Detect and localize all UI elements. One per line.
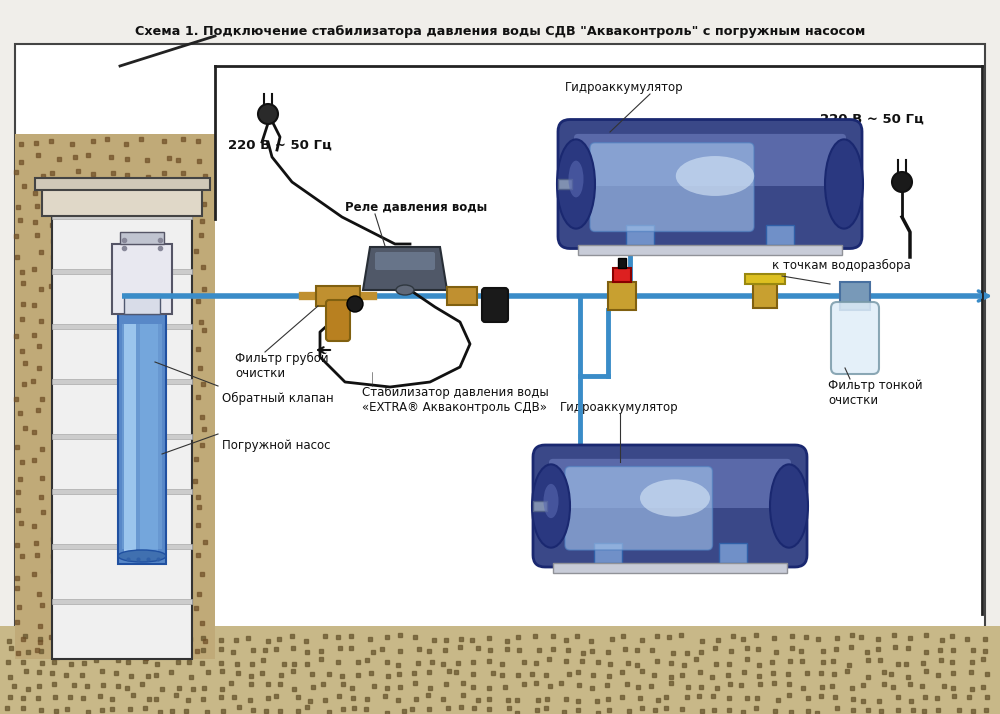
Bar	[120, 232, 164, 244]
Bar	[140, 324, 158, 554]
Bar	[52, 489, 192, 494]
Text: Фильтр тонкой
очистки: Фильтр тонкой очистки	[828, 379, 923, 407]
Bar	[533, 501, 547, 511]
FancyBboxPatch shape	[326, 300, 350, 341]
Bar	[124, 324, 136, 554]
Bar	[745, 274, 785, 284]
Bar	[608, 282, 636, 310]
Text: к точкам водоразбора: к точкам водоразбора	[772, 259, 911, 272]
Ellipse shape	[640, 479, 710, 517]
Bar	[52, 269, 192, 274]
Bar	[112, 244, 172, 314]
FancyBboxPatch shape	[831, 302, 879, 374]
Bar	[613, 268, 631, 282]
Bar	[52, 209, 192, 659]
Bar	[753, 284, 777, 308]
Text: Гидроаккумулятор: Гидроаккумулятор	[560, 401, 679, 414]
Text: Фильтр грубой
очистки: Фильтр грубой очистки	[235, 352, 329, 380]
FancyBboxPatch shape	[482, 288, 508, 322]
FancyBboxPatch shape	[549, 459, 791, 508]
FancyBboxPatch shape	[590, 143, 754, 231]
FancyBboxPatch shape	[375, 252, 435, 270]
Text: Реле давления воды: Реле давления воды	[345, 201, 487, 214]
Ellipse shape	[568, 161, 583, 197]
Ellipse shape	[532, 464, 570, 548]
Text: Обратный клапан: Обратный клапан	[222, 392, 334, 405]
Ellipse shape	[770, 464, 808, 548]
Bar	[118, 314, 166, 564]
Bar	[122, 324, 162, 549]
Circle shape	[347, 296, 363, 312]
Bar	[124, 294, 160, 314]
Polygon shape	[363, 247, 447, 290]
Text: 220 В ~ 50 Гц: 220 В ~ 50 Гц	[820, 113, 924, 126]
Ellipse shape	[118, 550, 166, 562]
Circle shape	[258, 104, 278, 124]
Ellipse shape	[544, 484, 558, 518]
Text: Гидроаккумулятор: Гидроаккумулятор	[565, 81, 684, 94]
Bar	[316, 286, 360, 306]
Text: 220 В ~ 50 Гц: 220 В ~ 50 Гц	[228, 139, 332, 152]
Bar	[15, 44, 985, 659]
Ellipse shape	[825, 139, 863, 228]
Text: Погружной насос: Погружной насос	[222, 439, 330, 452]
Bar	[618, 258, 626, 268]
Bar	[558, 179, 572, 189]
Bar	[0, 626, 1000, 714]
Ellipse shape	[676, 156, 754, 196]
FancyBboxPatch shape	[565, 466, 712, 550]
Bar	[52, 214, 192, 219]
Bar	[766, 224, 794, 244]
Ellipse shape	[557, 139, 595, 228]
Bar	[52, 324, 192, 329]
Text: Схема 1. Подключение стабилизатора давления воды СДВ "Акваконтроль" с погружным : Схема 1. Подключение стабилизатора давле…	[135, 25, 865, 38]
Bar	[52, 599, 192, 604]
FancyBboxPatch shape	[533, 445, 807, 567]
Bar	[447, 287, 477, 305]
Bar	[52, 434, 192, 439]
FancyBboxPatch shape	[558, 119, 862, 248]
FancyBboxPatch shape	[574, 134, 846, 186]
Bar	[718, 543, 746, 563]
Bar	[52, 544, 192, 549]
Bar	[15, 134, 215, 659]
Bar	[42, 188, 202, 216]
Bar	[626, 224, 654, 244]
Bar	[553, 563, 787, 573]
Bar	[52, 379, 192, 384]
Bar	[578, 244, 842, 254]
Bar	[35, 178, 210, 190]
Bar	[840, 282, 870, 310]
Bar	[594, 543, 622, 563]
Circle shape	[892, 172, 912, 192]
Text: Стабилизатор давления воды
«EXTRA® Акваконтроль СДВ»: Стабилизатор давления воды «EXTRA® Аквак…	[362, 386, 549, 414]
Ellipse shape	[396, 285, 414, 295]
